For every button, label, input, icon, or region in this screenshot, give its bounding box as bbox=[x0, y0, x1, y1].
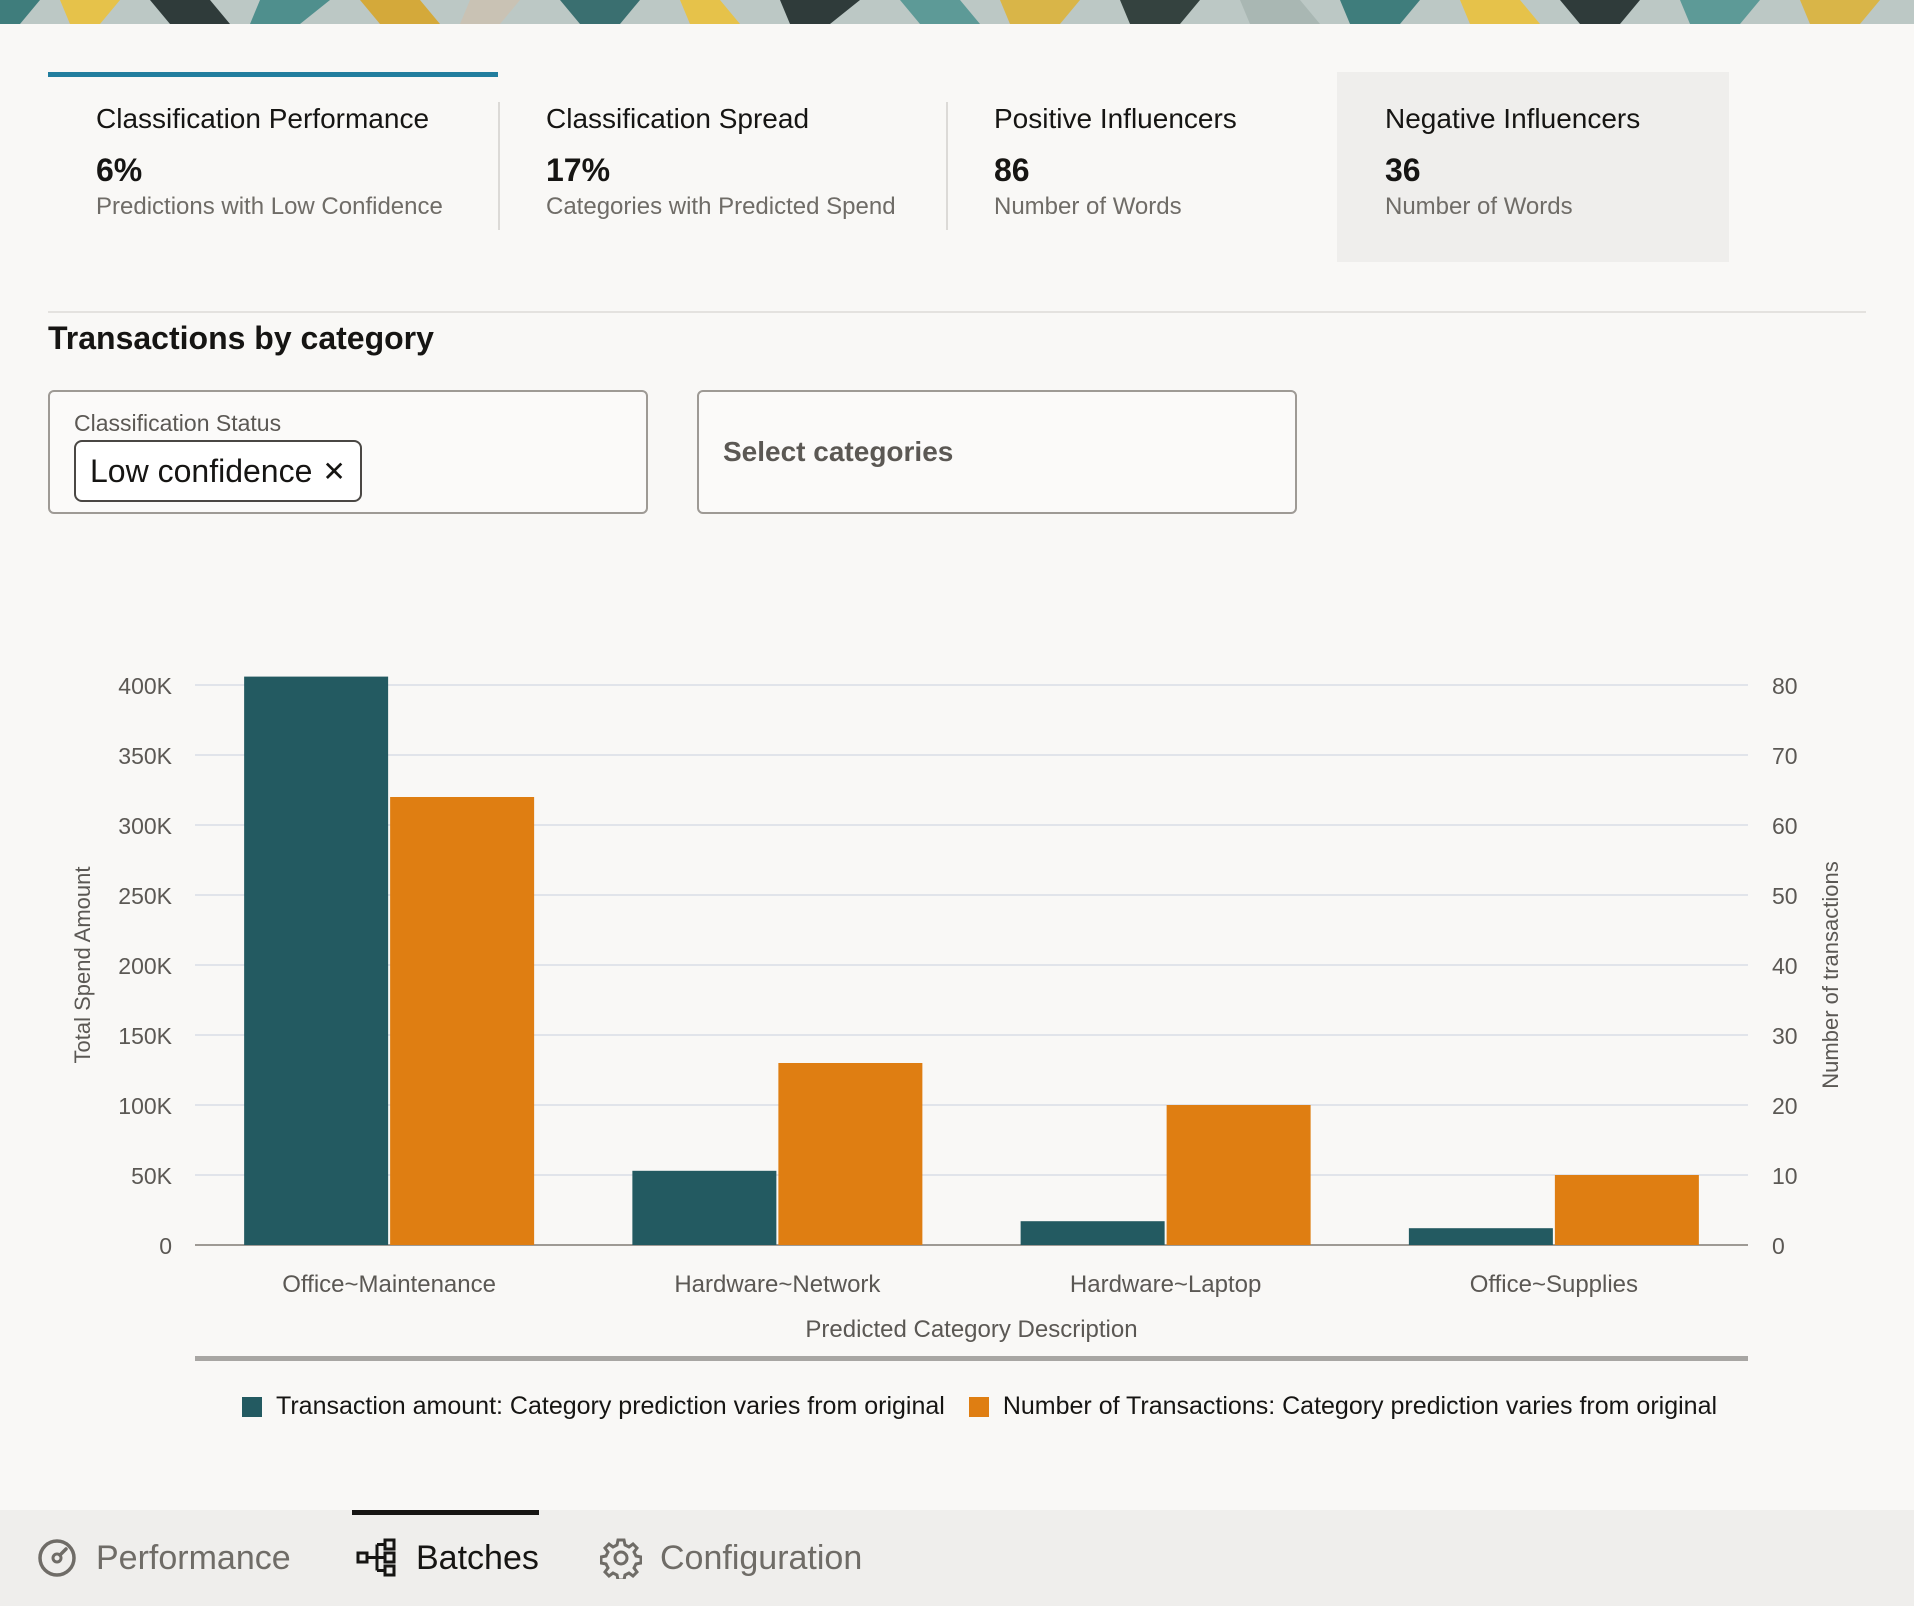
tile-separator bbox=[946, 102, 948, 230]
chart-range-bar bbox=[195, 1356, 1748, 1361]
y-tick-label: 300K bbox=[118, 813, 172, 839]
gear-icon bbox=[600, 1538, 642, 1579]
legend-item-count[interactable]: Number of Transactions: Category predict… bbox=[968, 1392, 1718, 1421]
tile-subtitle: Number of Words bbox=[994, 193, 1182, 220]
y2-tick-label: 70 bbox=[1772, 743, 1798, 769]
tile-title: Classification Spread bbox=[546, 103, 810, 134]
gauge-icon bbox=[38, 1539, 76, 1577]
y-axis-title: Total Spend Amount bbox=[70, 867, 95, 1064]
tile-positive-influencers[interactable]: Positive Influencers 86 Number of Words bbox=[946, 72, 1396, 262]
y-tick-label: 250K bbox=[118, 883, 172, 909]
tile-classification-performance[interactable]: Classification Performance 6% Prediction… bbox=[48, 72, 498, 262]
legend-label: Transaction amount: Category prediction … bbox=[276, 1392, 945, 1420]
metric-tiles: Classification Performance 6% Prediction… bbox=[48, 72, 1729, 262]
header-banner-pattern bbox=[0, 0, 1914, 24]
y-tick-label: 350K bbox=[118, 743, 172, 769]
tile-classification-spread[interactable]: Classification Spread 17% Categories wit… bbox=[498, 72, 948, 262]
legend-swatch bbox=[242, 1396, 262, 1417]
bar-amount bbox=[1020, 1221, 1165, 1245]
y-tick-label: 400K bbox=[118, 673, 172, 699]
chart-legend: Transaction amount: Category prediction … bbox=[242, 1392, 1717, 1421]
bar-count bbox=[1166, 1105, 1311, 1245]
tile-negative-influencers[interactable]: Negative Influencers 36 Number of Words bbox=[1337, 72, 1729, 262]
bar-amount bbox=[632, 1170, 777, 1245]
y-tick-label: 150K bbox=[118, 1023, 172, 1049]
bar-count bbox=[390, 797, 535, 1245]
classification-status-filter[interactable]: Classification Status Low confidence ✕ bbox=[48, 390, 648, 514]
legend-swatch bbox=[968, 1396, 989, 1417]
y2-tick-label: 0 bbox=[1772, 1233, 1785, 1259]
tile-title: Positive Influencers bbox=[994, 103, 1237, 134]
nav-configuration[interactable]: Configuration bbox=[600, 1510, 862, 1606]
tile-title: Negative Influencers bbox=[1385, 103, 1641, 134]
filter-label: Classification Status bbox=[74, 410, 282, 436]
bar-amount bbox=[244, 676, 389, 1245]
tile-value: 6% bbox=[96, 152, 143, 188]
tile-value: 36 bbox=[1385, 152, 1421, 188]
y-tick-label: 50K bbox=[131, 1163, 173, 1189]
y2-tick-label: 30 bbox=[1772, 1023, 1798, 1049]
y2-axis-title: Number of transactions bbox=[1818, 861, 1843, 1088]
categories-placeholder: Select categories bbox=[723, 436, 954, 467]
chip-label: Low confidence bbox=[90, 452, 313, 489]
transactions-chart: 0 0 50K 10 100K 20 150K 30 200K 40 250K 50 300K 60 350… bbox=[0, 640, 1914, 1440]
x-tick-label: Hardware~Network bbox=[674, 1271, 881, 1298]
legend-item-amount[interactable]: Transaction amount: Category prediction … bbox=[242, 1392, 945, 1421]
y2-tick-label: 80 bbox=[1772, 673, 1798, 699]
tile-value: 17% bbox=[546, 152, 611, 188]
y2-tick-label: 20 bbox=[1772, 1093, 1798, 1119]
bar-count bbox=[1554, 1175, 1699, 1245]
section-title: Transactions by category bbox=[48, 320, 434, 356]
bar-amount bbox=[1408, 1228, 1553, 1245]
nav-label: Configuration bbox=[660, 1538, 863, 1577]
legend-label: Number of Transactions: Category predict… bbox=[1002, 1392, 1718, 1420]
nav-batches[interactable]: Batches bbox=[352, 1510, 539, 1606]
nav-performance[interactable]: Performance bbox=[36, 1510, 291, 1606]
x-axis-title: Predicted Category Description bbox=[805, 1316, 1137, 1343]
tile-value: 86 bbox=[994, 152, 1030, 188]
tile-subtitle: Predictions with Low Confidence bbox=[96, 193, 443, 220]
tile-separator bbox=[498, 102, 500, 230]
tile-subtitle: Categories with Predicted Spend bbox=[546, 193, 896, 220]
chart-svg: 0 0 50K 10 100K 20 150K 30 200K 40 250K 50 300K 60 350… bbox=[70, 673, 1843, 1361]
tile-subtitle: Number of Words bbox=[1385, 193, 1573, 220]
select-categories-input[interactable]: Select categories bbox=[697, 390, 1297, 514]
filter-chip[interactable]: Low confidence ✕ bbox=[74, 440, 362, 502]
y2-tick-label: 40 bbox=[1772, 953, 1798, 979]
y-tick-label: 100K bbox=[118, 1093, 172, 1119]
y-tick-label: 200K bbox=[118, 953, 172, 979]
y2-tick-label: 60 bbox=[1772, 813, 1798, 839]
bar-count bbox=[778, 1063, 923, 1245]
x-tick-label: Office~Maintenance bbox=[282, 1271, 496, 1298]
close-icon[interactable]: ✕ bbox=[322, 455, 346, 487]
x-tick-label: Hardware~Laptop bbox=[1070, 1271, 1261, 1298]
y2-tick-label: 50 bbox=[1772, 883, 1798, 909]
y-tick-label: 0 bbox=[159, 1233, 172, 1259]
y2-tick-label: 10 bbox=[1772, 1163, 1798, 1189]
nav-label: Performance bbox=[96, 1538, 291, 1577]
section-divider bbox=[48, 311, 1866, 313]
hierarchy-icon bbox=[356, 1538, 396, 1577]
nav-label: Batches bbox=[416, 1538, 539, 1577]
tile-title: Classification Performance bbox=[96, 103, 430, 134]
x-tick-label: Office~Supplies bbox=[1470, 1271, 1638, 1298]
bottom-nav: Performance Batches Configuration bbox=[0, 1510, 1914, 1606]
